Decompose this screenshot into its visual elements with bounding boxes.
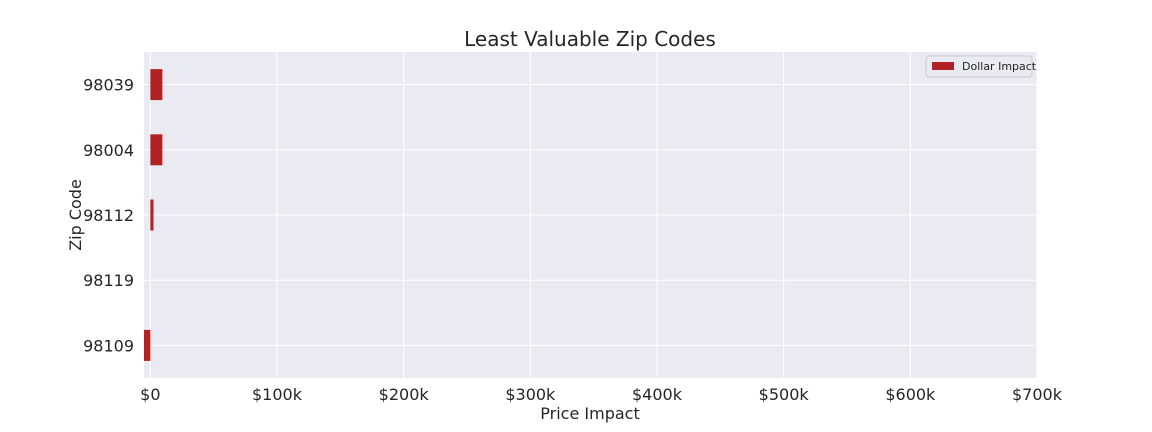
y-tick-labels: 98039 98004 98112 98119 98109 (83, 76, 134, 356)
x-tick-label: $0 (140, 385, 160, 404)
chart-title: Least Valuable Zip Codes (464, 27, 716, 51)
bar-98004 (150, 134, 163, 166)
y-tick-label: 98112 (83, 206, 134, 225)
y-axis-label: Zip Code (66, 179, 85, 251)
legend-swatch (932, 62, 954, 70)
y-tick-label: 98039 (83, 76, 134, 95)
bar-98109 (144, 329, 151, 361)
bars (144, 69, 163, 361)
legend: Dollar Impact (925, 55, 1037, 78)
x-tick-label: $300k (505, 385, 556, 404)
bar-98112 (150, 199, 154, 231)
x-tick-labels: $0 $100k $200k $300k $400k $500k $600k $700k (140, 385, 1063, 404)
y-tick-label: 98119 (83, 271, 134, 290)
x-tick-label: $400k (632, 385, 683, 404)
legend-label: Dollar Impact (962, 60, 1037, 73)
x-axis-label: Price Impact (540, 404, 639, 423)
y-tick-label: 98109 (83, 336, 134, 355)
x-tick-label: $700k (1012, 385, 1063, 404)
x-tick-label: $200k (379, 385, 430, 404)
y-tick-label: 98004 (83, 141, 134, 160)
grid (144, 52, 1038, 378)
x-tick-label: $100k (252, 385, 303, 404)
x-tick-label: $600k (885, 385, 936, 404)
legend-box (925, 55, 1033, 78)
bar-98039 (150, 69, 163, 101)
x-tick-label: $500k (759, 385, 810, 404)
